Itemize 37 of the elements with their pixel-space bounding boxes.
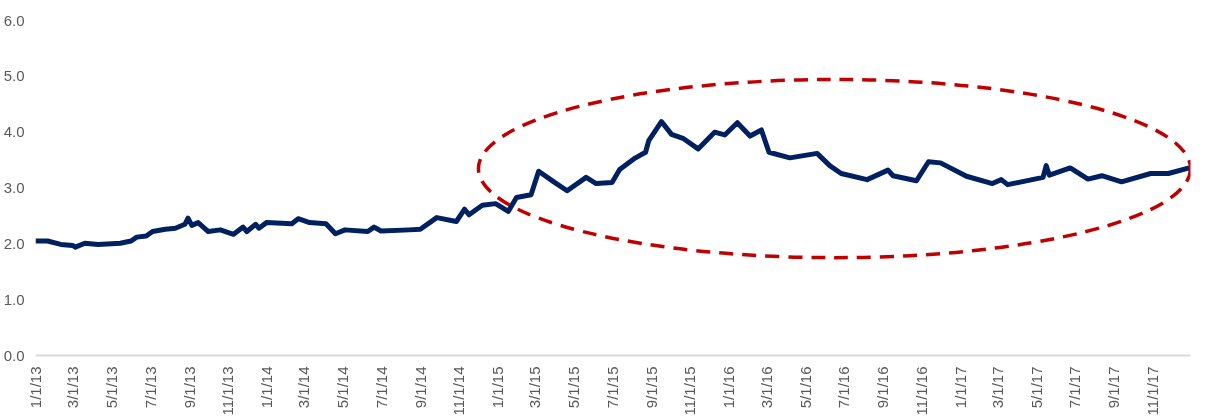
x-tick-label: 5/1/16 bbox=[796, 366, 814, 409]
y-tick-label: 3.0 bbox=[3, 179, 25, 196]
x-tick-label: 5/1/13 bbox=[102, 366, 120, 409]
x-tick-label: 9/1/14 bbox=[411, 366, 429, 409]
y-tick-label: 0.0 bbox=[3, 346, 25, 364]
x-tick-label: 11/1/13 bbox=[219, 366, 237, 416]
x-tick-label: 5/1/14 bbox=[333, 366, 351, 409]
x-tick-label: 7/1/13 bbox=[141, 366, 159, 409]
y-tick-label: 6.0 bbox=[3, 11, 25, 29]
x-tick-label: 7/1/14 bbox=[372, 366, 390, 409]
y-tick-label: 2.0 bbox=[3, 234, 25, 252]
x-tick-label: 3/1/15 bbox=[526, 366, 544, 409]
x-tick-label: 7/1/16 bbox=[835, 366, 853, 409]
x-tick-label: 5/1/15 bbox=[564, 366, 582, 409]
x-tick-label: 9/1/15 bbox=[642, 366, 660, 409]
x-tick-label: 9/1/16 bbox=[874, 366, 892, 409]
x-tick-label: 3/1/17 bbox=[988, 366, 1006, 409]
y-tick-label: 5.0 bbox=[3, 67, 25, 85]
x-tick-label: 1/1/15 bbox=[489, 366, 506, 409]
y-tick-label: 4.0 bbox=[3, 123, 25, 141]
x-tick-label: 1/1/14 bbox=[258, 366, 275, 409]
x-tick-label: 11/1/14 bbox=[450, 366, 468, 416]
x-tick-label: 1/1/16 bbox=[720, 366, 737, 409]
x-tick-label: 11/1/15 bbox=[681, 366, 699, 416]
x-tick-label: 11/1/17 bbox=[1144, 366, 1162, 416]
x-tick-label: 5/1/17 bbox=[1027, 366, 1045, 409]
x-tick-label: 11/1/16 bbox=[913, 366, 931, 416]
x-tick-label: 1/1/17 bbox=[951, 366, 969, 409]
y-tick-label: 1.0 bbox=[3, 290, 25, 308]
x-tick-label: 7/1/17 bbox=[1066, 366, 1084, 409]
x-tick-label: 3/1/14 bbox=[295, 366, 313, 409]
x-tick-label: 9/1/17 bbox=[1105, 366, 1123, 409]
x-tick-label: 7/1/15 bbox=[603, 366, 621, 409]
x-tick-label: 1/1/13 bbox=[27, 366, 44, 409]
x-tick-label: 3/1/13 bbox=[64, 366, 82, 409]
x-tick-label: 3/1/16 bbox=[757, 366, 775, 409]
x-tick-label: 9/1/13 bbox=[180, 366, 198, 409]
